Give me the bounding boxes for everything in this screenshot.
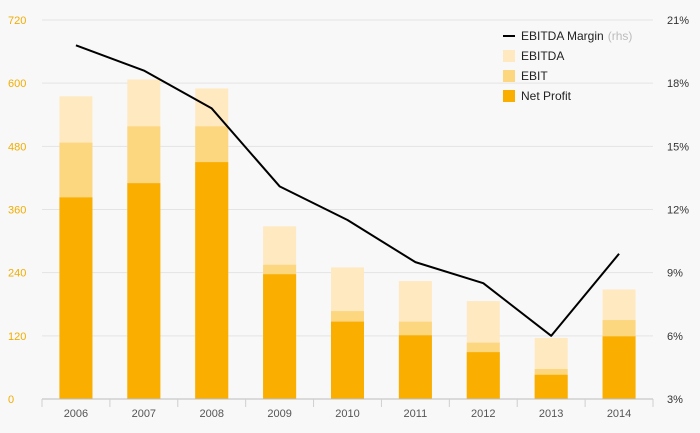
right-axis-tick-label: 9%	[667, 268, 683, 280]
legend-swatch-net-profit	[503, 90, 515, 102]
axes: 0 120 240 360 480 600 720 3% 6% 9% 12% 15% 18% 21% 200…	[8, 15, 689, 420]
margin-line	[75, 44, 620, 337]
bar-net-profit	[263, 274, 297, 399]
legend-swatch-ebit	[503, 70, 515, 82]
bar-marks	[59, 79, 636, 400]
left-axis-tick-label: 600	[8, 78, 26, 90]
right-axis-tick-label: 12%	[667, 205, 689, 217]
left-axis-tick-label: 120	[8, 331, 26, 343]
bar-net-profit	[466, 352, 500, 399]
right-axis-tick-label: 21%	[667, 15, 689, 27]
x-axis-tick-label: 2013	[539, 408, 563, 420]
left-axis-tick-label: 480	[8, 141, 26, 153]
bar-net-profit	[331, 321, 364, 399]
x-axis-tick-label: 2010	[335, 408, 359, 420]
bar-net-profit	[59, 197, 93, 399]
right-axis-tick-label: 18%	[667, 78, 689, 90]
x-axis-tick-label: 2007	[132, 408, 156, 420]
legend-label-ebitda-margin: EBITDA Margin	[521, 29, 604, 43]
right-axis-tick-label: 3%	[667, 394, 683, 406]
bar-net-profit	[398, 335, 432, 399]
legend: EBITDA Margin (rhs) EBITDA EBIT Net Profit	[503, 29, 632, 103]
left-axis-tick-label: 240	[8, 268, 26, 280]
bar-net-profit	[602, 336, 636, 399]
x-axis-tick-label: 2008	[199, 408, 223, 420]
bar-net-profit	[534, 374, 568, 399]
bar-net-profit	[127, 183, 161, 399]
ebitda-margin-line	[75, 44, 620, 337]
x-axis-tick-label: 2011	[404, 408, 428, 420]
left-axis-tick-label: 0	[8, 394, 14, 406]
x-axis-tick-label: 2006	[64, 408, 88, 420]
legend-label-ebitda: EBITDA	[521, 49, 564, 63]
x-axis-tick-label: 2009	[267, 408, 291, 420]
legend-label-net-profit: Net Profit	[521, 89, 572, 103]
bar-net-profit	[195, 162, 229, 399]
legend-label-ebit: EBIT	[521, 69, 548, 83]
legend-swatch-ebitda	[503, 50, 515, 62]
legend-label-rhs-note: (rhs)	[608, 29, 633, 43]
x-axis-tick-label: 2012	[471, 408, 495, 420]
right-axis-tick-label: 6%	[667, 331, 683, 343]
x-axis-tick-label: 2014	[607, 408, 631, 420]
left-axis-tick-label: 720	[8, 15, 26, 27]
right-axis-tick-label: 15%	[667, 141, 689, 153]
left-axis-tick-label: 360	[8, 205, 26, 217]
